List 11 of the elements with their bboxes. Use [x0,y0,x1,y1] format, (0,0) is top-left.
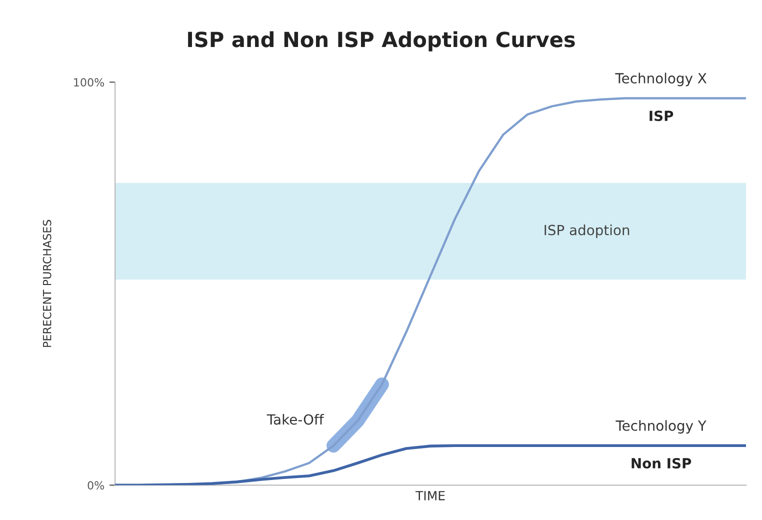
series-label: Technology X [615,72,706,86]
band-label: ISP adoption [544,224,630,238]
y-axis-title: PERECENT PURCHASES [42,220,52,347]
series-label: Take-Off [266,414,324,425]
y-tick-label: 100% [74,78,104,87]
y-tick-label: 0% [88,481,104,490]
x-axis-title: TIME [415,491,445,500]
annotation: Non ISP [632,458,692,469]
series-label: Technology Y [616,420,706,434]
chart-title: ISP and Non ISP Adoption Curves [188,31,575,52]
annotation: ISP [650,110,674,122]
